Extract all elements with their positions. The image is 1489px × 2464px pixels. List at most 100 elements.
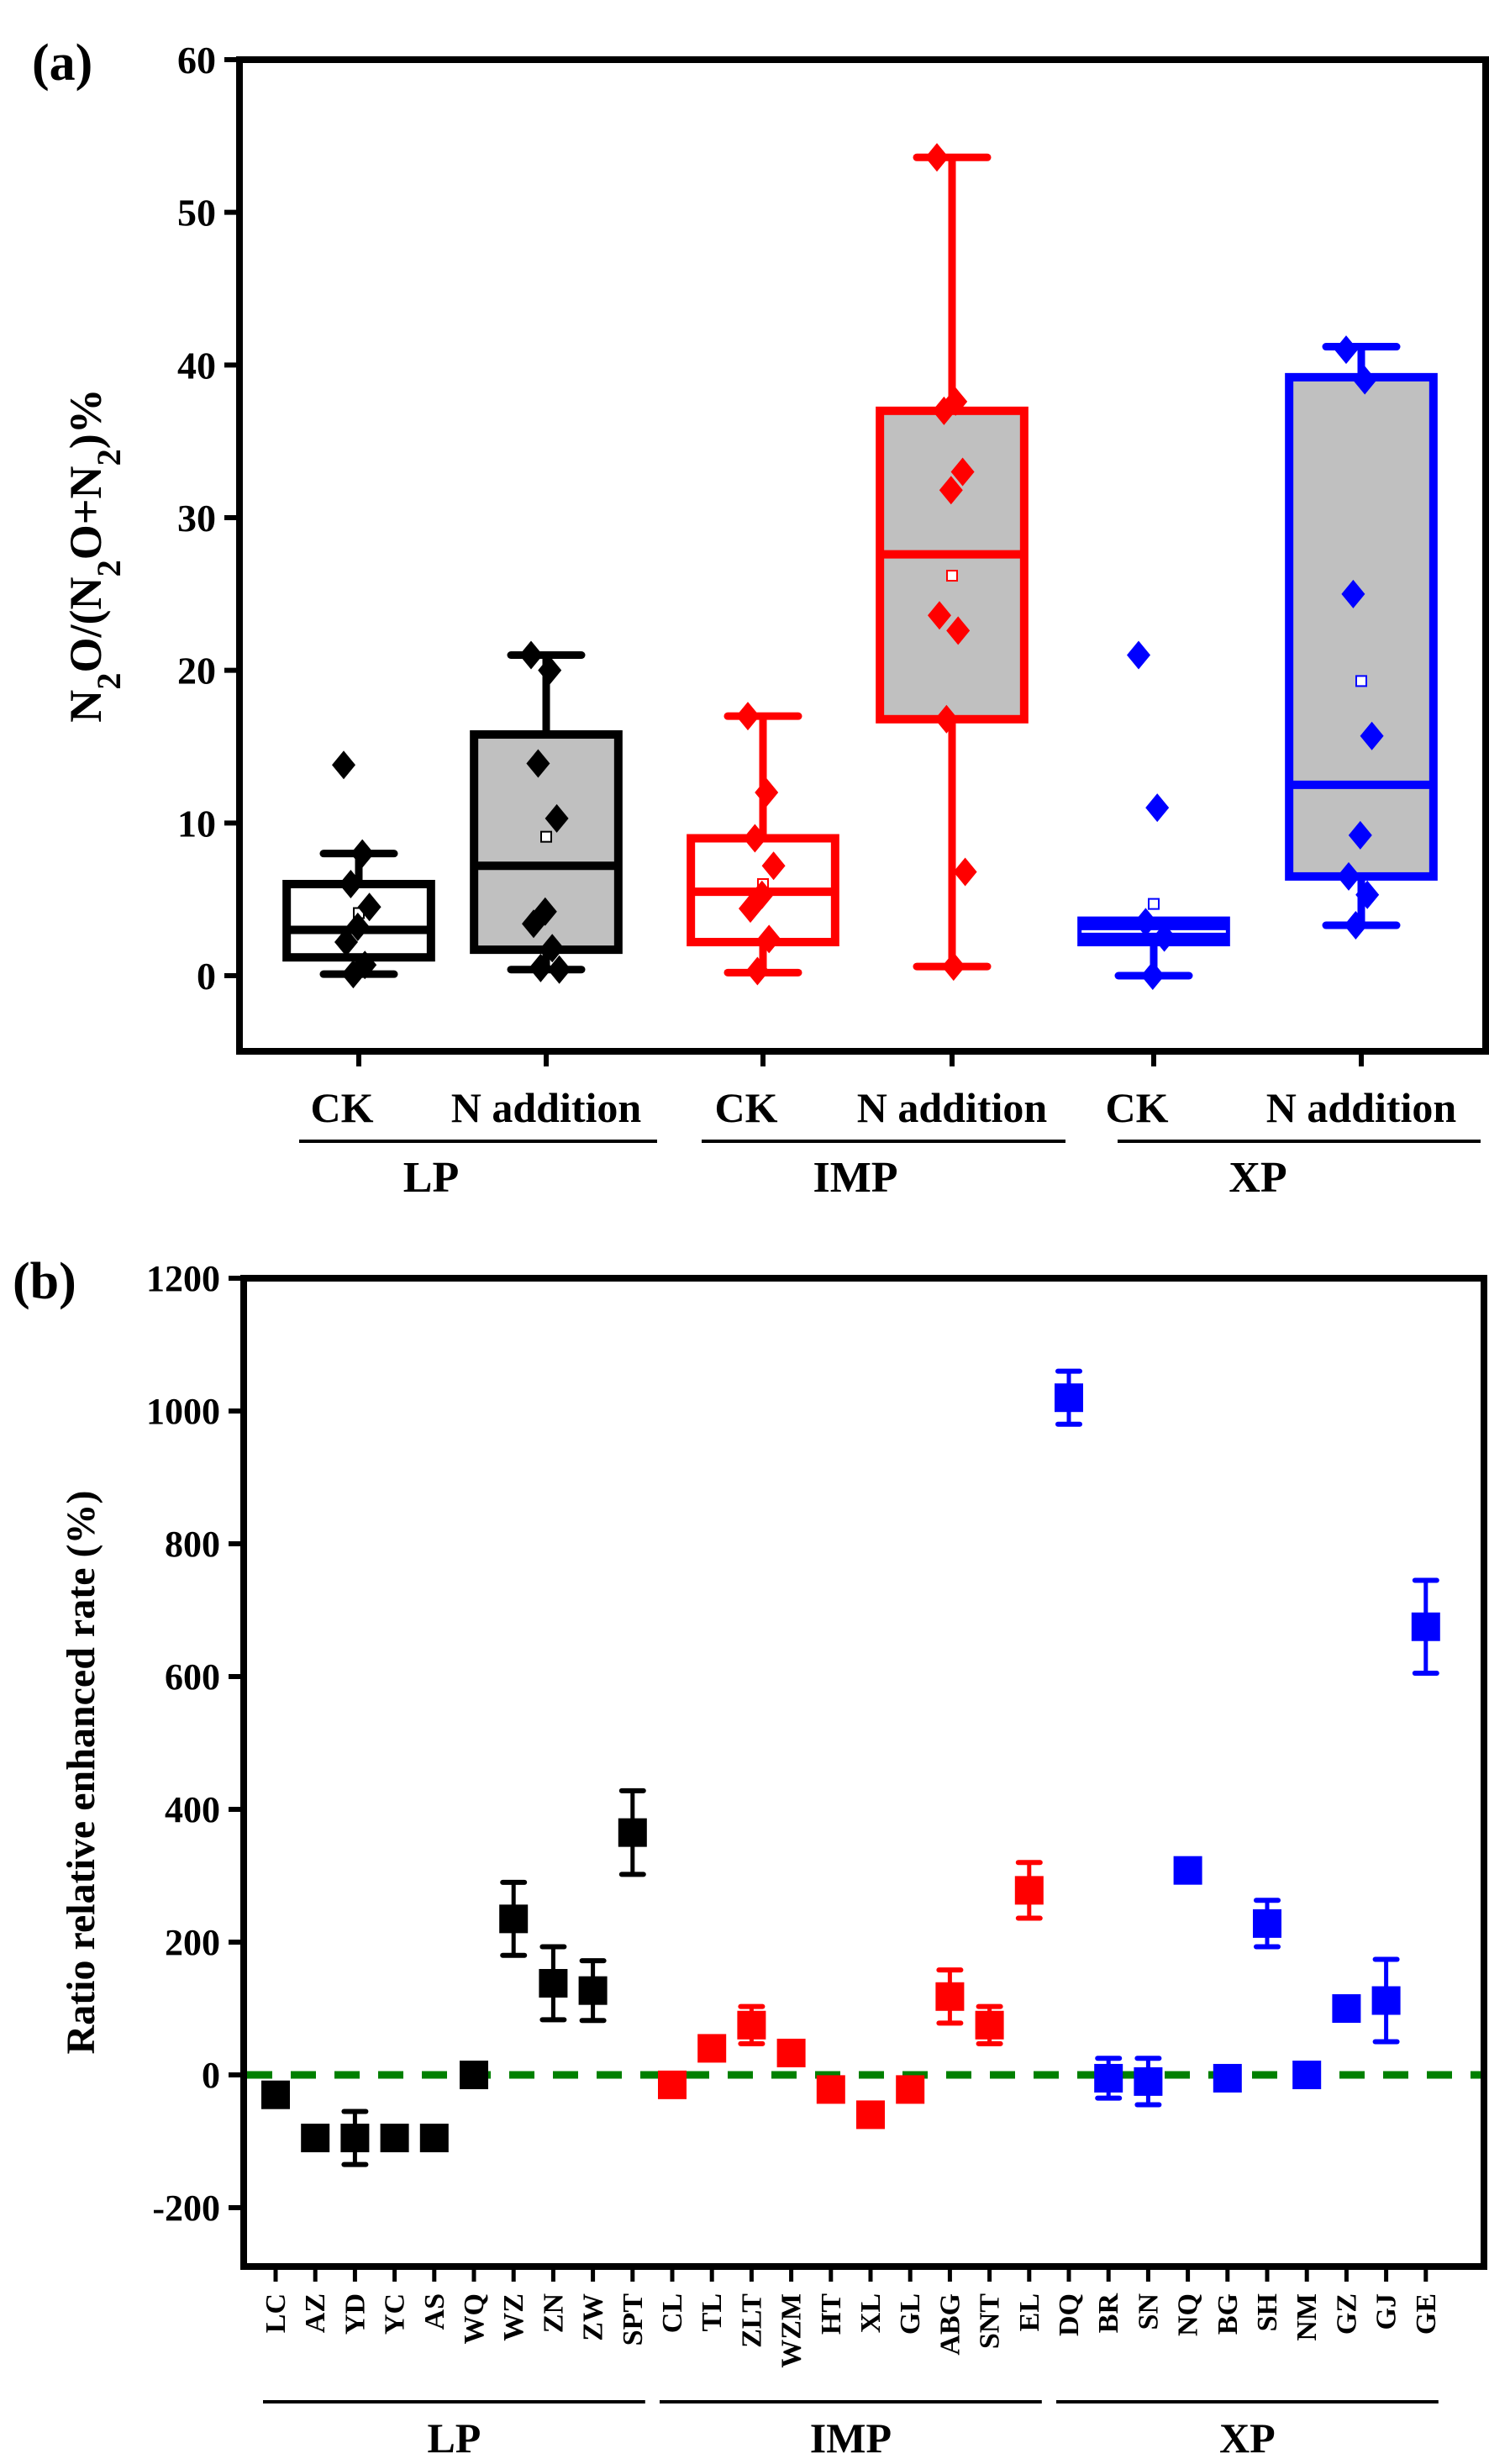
data-point — [1337, 861, 1360, 891]
x-tick-label: DQ — [1054, 2293, 1085, 2336]
x-tick-label: EL — [1014, 2293, 1045, 2331]
data-point — [761, 851, 786, 881]
x-tick-label: N addition — [857, 1084, 1048, 1131]
x-tick-label: WZ — [498, 2293, 529, 2341]
x-tick-label: N addition — [451, 1084, 642, 1131]
x-tick-label: GL — [895, 2293, 926, 2335]
plot-frame — [236, 56, 1489, 1055]
y-tick-label: 200 — [165, 1922, 220, 1963]
data-point-abg — [935, 1982, 965, 2011]
x-tick-label: HT — [816, 2293, 847, 2335]
panel-label: (a) — [32, 34, 92, 92]
data-point — [739, 894, 762, 924]
x-tick-label: LC — [260, 2293, 292, 2333]
data-point — [1353, 366, 1377, 395]
data-point — [547, 955, 571, 984]
data-point — [1348, 820, 1372, 850]
data-point — [953, 857, 977, 887]
group-label: IMP — [810, 2414, 892, 2461]
box-imp-n-addition — [876, 143, 1029, 982]
y-tick-label: -200 — [152, 2188, 220, 2229]
data-point — [950, 457, 975, 487]
data-point — [334, 928, 358, 957]
x-tick-label: SH — [1252, 2293, 1283, 2331]
x-tick-label: NQ — [1173, 2293, 1204, 2336]
box-lp-n-addition — [470, 640, 623, 984]
data-point — [932, 396, 956, 425]
y-axis-label: Ratio relative enhanced rate (%) — [59, 1491, 103, 2055]
x-tick-label: WZM — [776, 2293, 808, 2368]
box-xp-n-addition — [1285, 335, 1438, 940]
panel-label: (b) — [13, 1253, 76, 1310]
data-point — [357, 892, 381, 922]
box — [1285, 372, 1438, 881]
data-point — [745, 956, 770, 986]
y-tick-label: 1200 — [146, 1258, 220, 1299]
x-tick-label: TL — [697, 2293, 728, 2331]
x-tick-label: CL — [657, 2293, 688, 2333]
data-point-yd — [340, 2124, 370, 2153]
data-point — [755, 778, 779, 807]
plot-frame — [240, 1275, 1487, 2270]
data-point — [925, 143, 949, 172]
data-point-dq — [1055, 1383, 1083, 1413]
data-point — [757, 924, 781, 954]
data-point — [339, 870, 363, 898]
data-point — [1152, 923, 1176, 952]
x-tick-label: GJ — [1371, 2293, 1402, 2330]
group-label: LP — [403, 1154, 459, 1202]
y-tick-label: 10 — [177, 802, 216, 845]
panel-b: (b) -200 0 200 400 600 800 1000 1200 Ratio relati… — [13, 1253, 1487, 2461]
x-tick-label: BG — [1213, 2293, 1244, 2335]
data-point-gj — [1371, 1986, 1401, 2015]
x-tick-label: ABG — [934, 2293, 965, 2356]
box-imp-ck — [687, 702, 839, 986]
data-point — [526, 749, 550, 778]
panel-a: (a) 0 10 20 30 40 50 60 N2O/(N2O+N2)% CK N additio… — [32, 34, 1489, 1202]
data-point — [538, 655, 562, 685]
data-point — [345, 912, 370, 941]
y-tick-label: 1000 — [146, 1391, 220, 1432]
data-point-xl — [856, 2100, 885, 2130]
data-point — [519, 640, 543, 670]
y-tick-label: 800 — [165, 1524, 220, 1565]
y-axis-label: N2O/(N2O+N2)% — [61, 388, 128, 723]
data-point — [1145, 793, 1170, 823]
data-point-bg — [1213, 2063, 1242, 2093]
data-point-br — [1094, 2063, 1123, 2093]
data-point — [1127, 640, 1150, 670]
mean-marker — [946, 570, 958, 582]
data-point-ge — [1411, 1612, 1440, 1641]
x-tick-label: ZW — [578, 2293, 609, 2341]
data-point-snt — [975, 2010, 1004, 2040]
x-tick-label: CK — [1106, 1084, 1169, 1131]
group-label: XP — [1219, 2414, 1276, 2461]
data-point-gz — [1332, 1994, 1361, 2023]
x-tick-label: BR — [1093, 2293, 1124, 2334]
data-point — [1341, 579, 1365, 608]
data-point-yc — [380, 2124, 409, 2153]
y-tick-label: 30 — [177, 497, 216, 540]
data-point-cl — [658, 2070, 687, 2099]
data-point — [1134, 908, 1158, 937]
y-tick-label: 20 — [177, 650, 216, 692]
data-point — [941, 952, 965, 982]
data-point-wz — [499, 1904, 529, 1934]
data-point — [332, 750, 355, 780]
x-tick-label: GE — [1411, 2293, 1442, 2335]
data-point — [545, 803, 569, 833]
y-tick-label: 400 — [165, 1789, 220, 1830]
data-point — [743, 824, 767, 853]
y-tick-label: 0 — [202, 2055, 220, 2096]
x-tick-label: CK — [311, 1084, 374, 1131]
data-point-zlt — [737, 2010, 766, 2040]
box — [876, 406, 1029, 724]
y-tick-label: 600 — [165, 1656, 220, 1698]
x-tick-label: N addition — [1266, 1084, 1457, 1131]
box-lp-ck — [282, 750, 435, 989]
x-tick-label: XL — [855, 2293, 887, 2333]
data-point-el — [1014, 1876, 1044, 1905]
y-tick-label: 50 — [177, 192, 216, 234]
mean-marker — [1355, 675, 1367, 687]
data-point-ht — [816, 2075, 845, 2104]
